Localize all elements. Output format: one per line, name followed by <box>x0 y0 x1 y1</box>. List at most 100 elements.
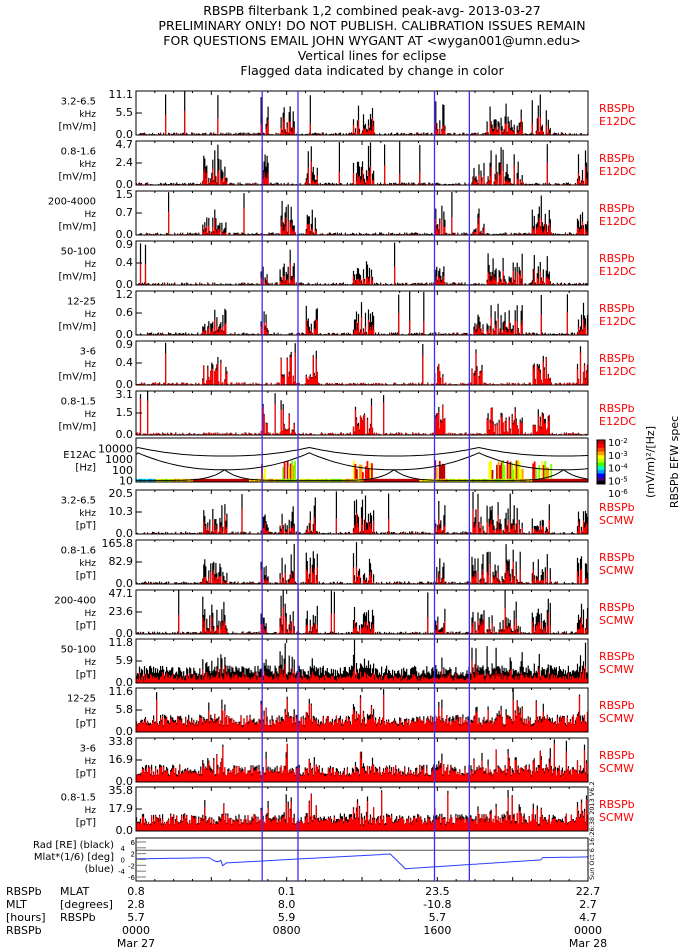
y-tick-label: 5.5 <box>116 106 134 119</box>
spectrogram-cell <box>226 478 229 483</box>
spectrogram-cell <box>514 463 516 479</box>
colorbar-swatch <box>597 447 605 452</box>
y-tick-label: 4 <box>121 845 126 853</box>
spectrogram-cell <box>242 478 245 483</box>
panel-label-line: 12-25 <box>67 694 96 705</box>
instrument-label: RBSPb <box>599 302 635 315</box>
spectrogram-cell <box>252 478 254 483</box>
panel-label-line: Hz <box>85 609 97 619</box>
instrument-label: SCMW <box>599 564 634 577</box>
spectrogram-cell <box>520 468 523 479</box>
spectrogram-cell <box>362 478 364 483</box>
spectrogram-cell <box>355 469 358 479</box>
spectrogram-cell <box>548 478 551 483</box>
x-tick-mlt: -10.8 <box>423 898 451 911</box>
spectrogram-cell <box>550 478 553 483</box>
y-tick-label: 2 <box>131 851 135 859</box>
y-tick-label: 0.0 <box>116 128 134 141</box>
y-tick-label: 0.9 <box>116 238 134 251</box>
spectrogram-cell <box>414 478 417 483</box>
panel-label-line: [mV/m] <box>59 172 97 183</box>
spectrogram-cell <box>586 478 589 483</box>
spectrogram-cell <box>565 478 568 483</box>
axis-row-label: RBSPb <box>60 911 96 924</box>
ephemeris-label-mlat: Mlat*(1/6) [deg] (blue) <box>33 852 114 875</box>
y-tick-label: 11.1 <box>109 88 134 101</box>
panel-label-line: [mV/m] <box>59 272 97 283</box>
y-tick-label: 0.0 <box>116 328 134 341</box>
x-tick-time: 0000 <box>574 924 602 937</box>
panel-label-line: 3.2-6.5 <box>61 496 96 507</box>
spectrogram-cell <box>557 478 560 483</box>
y-tick-label: 17.9 <box>109 802 134 815</box>
spectrogram-cell <box>422 478 425 483</box>
instrument-label: SCMW <box>599 762 634 775</box>
colorbar-swatch <box>597 451 605 456</box>
spectrogram-cell <box>369 463 372 479</box>
panel-label-line: 0.8-1.5 <box>61 793 96 804</box>
instrument-label: RBSPb <box>599 601 635 614</box>
figure-title: RBSPB filterbank 1,2 combined peak-avg- … <box>158 3 585 78</box>
spectrogram-cell <box>539 478 542 483</box>
spectrogram-cell <box>545 478 548 483</box>
spectrogram-cell <box>434 460 437 479</box>
spectrogram-cell <box>202 478 205 483</box>
spectrogram-cell <box>541 460 544 479</box>
y-tick-label: 11.8 <box>109 636 134 649</box>
spectrogram-cell <box>203 478 206 483</box>
spectrogram-cell <box>354 463 357 479</box>
peak-trace <box>135 590 589 634</box>
spectrogram-cell <box>193 478 196 483</box>
y-tick-label: 47.1 <box>109 587 134 600</box>
y-tick-label: 0.0 <box>116 725 134 738</box>
spectrogram-cell <box>375 478 378 483</box>
y-tick-label: 0.0 <box>116 178 134 191</box>
panel-label-line: [mV/m] <box>59 122 97 133</box>
spectrogram-cell <box>509 461 512 479</box>
colorbar-swatch <box>597 469 605 474</box>
spectrogram-cell <box>560 478 563 483</box>
spectrogram-cell <box>515 460 518 479</box>
y-tick-label: 0.0 <box>116 627 134 640</box>
panel-label-line: Hz <box>85 658 97 668</box>
spectrogram-cell <box>387 478 390 483</box>
spectrogram-cell <box>253 478 256 483</box>
colorbar-units: (mV/m)²/[Hz] <box>644 426 657 498</box>
x-tick-time: 0800 <box>273 924 301 937</box>
cyclotron-line <box>135 469 225 481</box>
spectrogram-cell <box>218 478 221 483</box>
y-tick-label: 0.4 <box>116 256 134 269</box>
spectrogram-cell <box>440 465 443 479</box>
spectrogram-cell <box>491 469 494 479</box>
y-tick-label: 82.9 <box>109 555 134 568</box>
spectrogram-cell <box>386 478 388 483</box>
spectrogram-cell <box>571 478 574 483</box>
spectrogram-cell <box>518 461 521 479</box>
colorbar-tick: 10-3 <box>608 450 628 462</box>
spectrogram-cell <box>244 478 247 483</box>
spectrogram-cell <box>542 478 545 483</box>
spectrogram-cell <box>566 478 569 483</box>
spectrogram-cell <box>503 465 506 479</box>
spectrogram-cell <box>583 478 586 483</box>
panel-label-line: kHz <box>79 559 96 569</box>
y-tick-label: 1.5 <box>116 406 134 419</box>
spectrogram-cell <box>511 462 513 479</box>
instrument-label: RBSPb <box>599 102 635 115</box>
spectrogram-cell <box>532 463 535 479</box>
y-tick-label: 0.0 <box>116 824 134 837</box>
spectrogram-cell <box>533 478 536 483</box>
y-tick-label: 0.0 <box>116 278 134 291</box>
spectrogram-cell <box>545 466 548 479</box>
spectrogram-cell <box>435 467 438 479</box>
instrument-label: RBSPb <box>599 650 635 663</box>
spectrogram-cell <box>368 478 370 483</box>
panel-label-line: Hz <box>85 806 97 816</box>
x-tick-mlat: 5.9 <box>278 911 296 924</box>
y-tick-label: 0.6 <box>116 306 134 319</box>
y-tick-label: 5.8 <box>116 703 134 716</box>
